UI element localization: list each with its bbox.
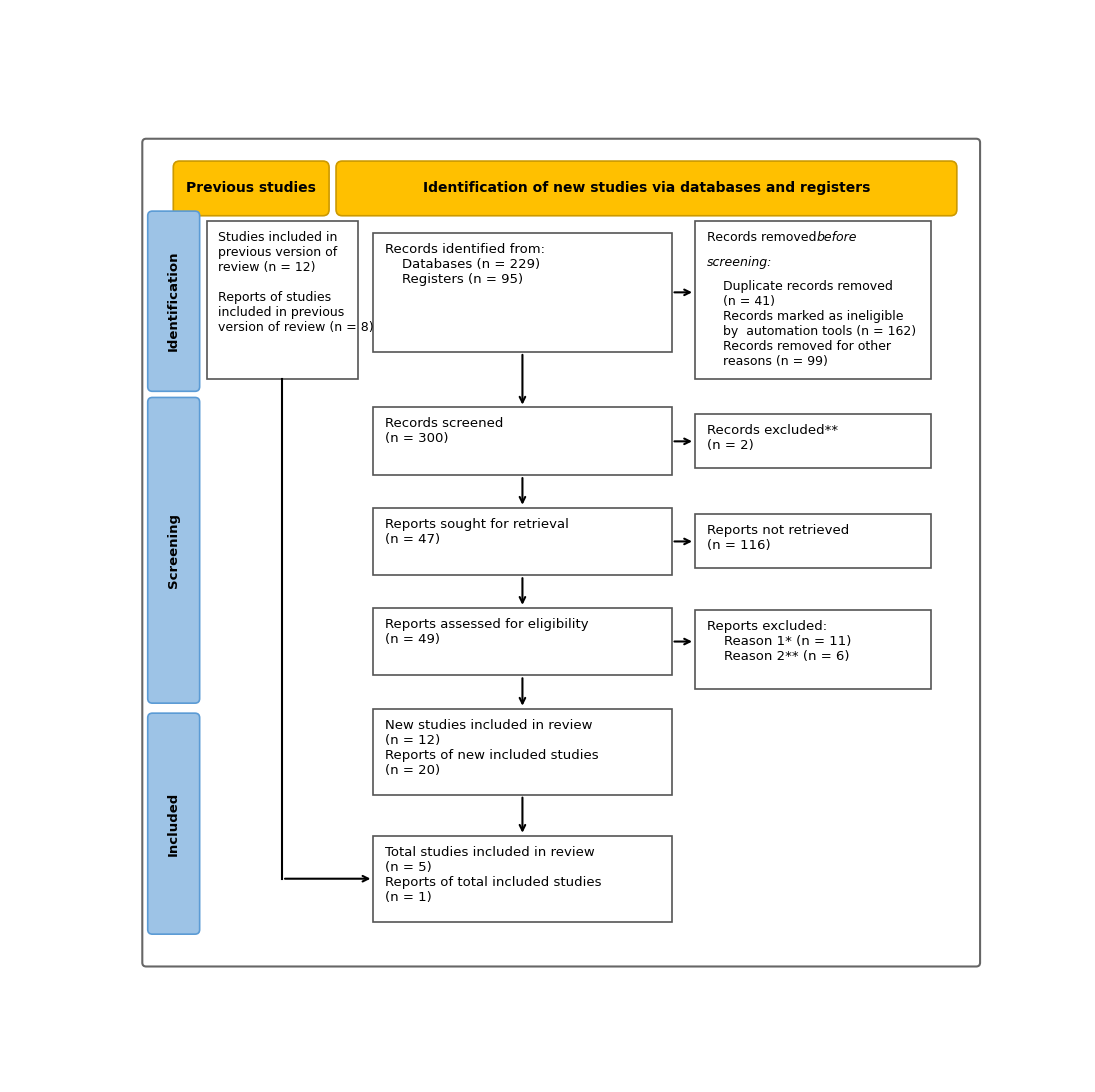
FancyBboxPatch shape [148,397,199,703]
Text: Records screened
(n = 300): Records screened (n = 300) [384,417,504,446]
FancyBboxPatch shape [695,513,931,568]
Text: Included: Included [168,792,181,856]
Text: Duplicate records removed
    (n = 41)
    Records marked as ineligible
    by  : Duplicate records removed (n = 41) Recor… [706,281,915,368]
FancyBboxPatch shape [695,414,931,467]
Text: Identification of new studies via databases and registers: Identification of new studies via databa… [423,181,871,195]
FancyBboxPatch shape [373,835,671,922]
Text: Reports sought for retrieval
(n = 47): Reports sought for retrieval (n = 47) [384,518,568,546]
FancyBboxPatch shape [373,607,671,676]
FancyBboxPatch shape [148,211,199,391]
FancyBboxPatch shape [173,162,330,216]
Text: Records identified from:
    Databases (n = 229)
    Registers (n = 95): Records identified from: Databases (n = … [384,242,545,286]
FancyBboxPatch shape [695,221,931,379]
FancyBboxPatch shape [695,610,931,689]
FancyBboxPatch shape [207,221,358,379]
Text: Reports assessed for eligibility
(n = 49): Reports assessed for eligibility (n = 49… [384,618,588,645]
FancyBboxPatch shape [148,713,199,934]
Text: Records excluded**
(n = 2): Records excluded** (n = 2) [706,424,838,452]
FancyBboxPatch shape [373,233,671,352]
Text: screening:: screening: [706,256,772,269]
FancyBboxPatch shape [142,139,980,966]
Text: Identification: Identification [168,251,181,352]
Text: New studies included in review
(n = 12)
Reports of new included studies
(n = 20): New studies included in review (n = 12) … [384,719,599,776]
FancyBboxPatch shape [373,508,671,575]
FancyBboxPatch shape [373,407,671,475]
Text: Reports excluded:
    Reason 1* (n = 11)
    Reason 2** (n = 6): Reports excluded: Reason 1* (n = 11) Rea… [706,620,851,663]
Text: Studies included in
previous version of
review (n = 12)

Reports of studies
incl: Studies included in previous version of … [218,232,373,334]
Text: before: before [817,232,857,245]
Text: Reports not retrieved
(n = 116): Reports not retrieved (n = 116) [706,524,849,551]
Text: Screening: Screening [168,513,181,587]
Text: Previous studies: Previous studies [186,181,316,195]
Text: Records removed: Records removed [706,232,820,245]
Text: Total studies included in review
(n = 5)
Reports of total included studies
(n = : Total studies included in review (n = 5)… [384,845,601,903]
FancyBboxPatch shape [373,709,671,795]
FancyBboxPatch shape [336,162,957,216]
